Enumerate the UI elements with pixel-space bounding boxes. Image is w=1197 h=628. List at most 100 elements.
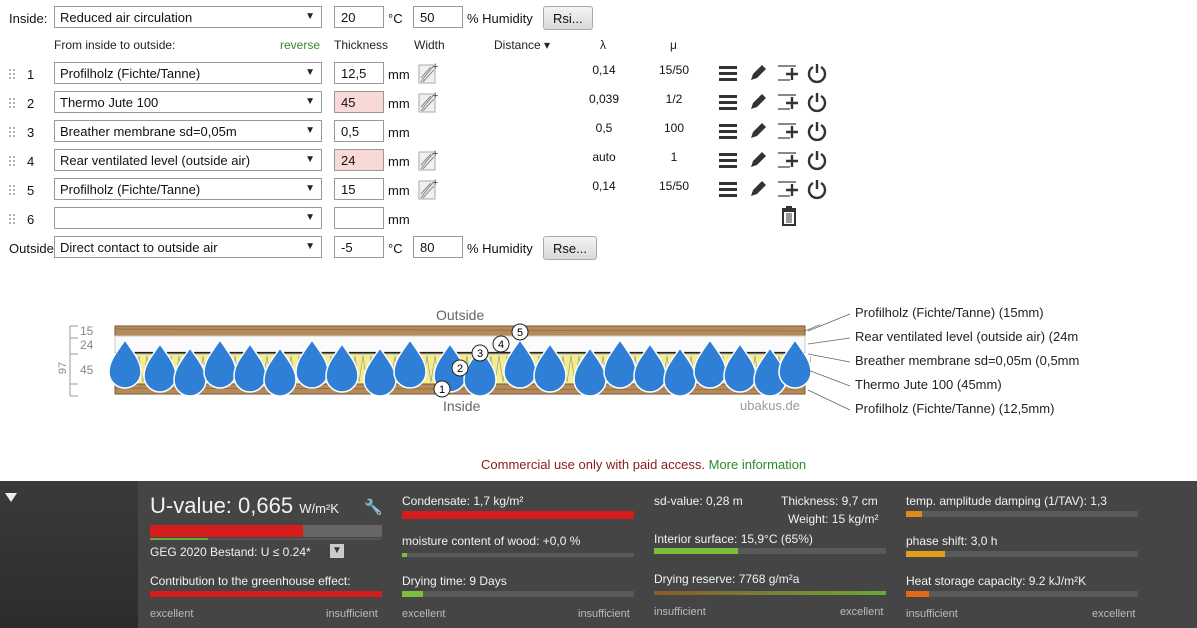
power-icon[interactable] [806,149,828,171]
layer-thickness-input[interactable]: 24 [334,149,384,171]
pencil-icon[interactable] [748,179,768,199]
diagram-inside-label: Inside [443,398,481,414]
reverse-link[interactable]: reverse [280,38,321,52]
power-icon[interactable] [806,178,828,200]
legend-item-4: Thermo Jute 100 (45mm) [855,377,1002,392]
outside-condition-select[interactable]: Direct contact to outside air ▼ [54,236,322,258]
menu-icon[interactable] [719,95,737,110]
geg-dropdown-icon[interactable]: ▼ [330,544,344,558]
layer-material-select[interactable]: Breather membrane sd=0,05m ▼ [54,120,322,142]
layer-marker [471,344,489,362]
drag-handle-icon[interactable] [8,97,16,108]
layer-mu: 100 [663,121,685,135]
outside-humidity-unit: % Humidity [467,241,533,256]
drag-handle-icon[interactable] [8,155,16,166]
inside-condition-select[interactable]: Reduced air circulation ▼ [54,6,322,28]
moisture-drop [325,342,359,393]
rsi-button[interactable]: Rsi... [543,6,593,30]
moisture-drop [693,338,727,389]
from-inside-header: From inside to outside: [54,38,176,52]
layer-number: 3 [27,125,35,140]
layer-number: 4 [27,154,35,169]
chevron-down-icon: ▼ [305,183,315,194]
layer-number: 2 [27,96,35,111]
power-icon[interactable] [806,91,828,113]
layer-thickness-input[interactable]: 15 [334,178,384,200]
inside-label: Inside: [9,11,48,26]
layer-number: 6 [27,212,35,227]
layer-lambda: 0,039 [588,92,620,106]
insert-layer-icon[interactable] [777,62,801,84]
layer-material-select[interactable]: Thermo Jute 100 ▼ [54,91,322,113]
heat-storage: Heat storage capacity: 9.2 kJ/m²K [906,574,1087,588]
power-icon[interactable] [806,120,828,142]
drag-handle-icon[interactable] [8,213,16,224]
power-icon[interactable] [806,62,828,84]
menu-icon[interactable] [719,66,737,81]
drag-handle-icon[interactable] [8,68,16,79]
moisture-drop [143,342,177,393]
insert-layer-icon[interactable] [777,120,801,142]
layer-thickness-input[interactable] [334,207,384,229]
wrench-icon[interactable]: 🔧 [364,499,383,516]
layer-lambda: 0,14 [592,179,616,193]
pencil-icon[interactable] [748,121,768,141]
distance-header[interactable]: Distance ▾ [494,38,551,52]
condensate: Condensate: 1,7 kg/m² [402,494,524,508]
weight-value: Weight: 15 kg/m² [788,512,879,526]
legend-item-2: Rear ventilated level (outside air) (24m [855,329,1079,344]
collapse-triangle-icon[interactable] [5,493,17,502]
wood-grain-add-icon[interactable]: + [418,90,440,114]
insert-layer-icon[interactable] [777,149,801,171]
menu-icon[interactable] [719,182,737,197]
pencil-icon[interactable] [748,150,768,170]
legend-leaders [807,313,851,411]
rse-button[interactable]: Rse... [543,236,597,260]
legend-item-5: Profilholz (Fichte/Tanne) (12,5mm) [855,401,1055,416]
pencil-icon[interactable] [748,63,768,83]
inside-temp-input[interactable]: 20 [334,6,384,28]
wood-grain-add-icon[interactable]: + [418,61,440,85]
layer-material-select[interactable]: Profilholz (Fichte/Tanne) ▼ [54,178,322,200]
legend-item-3: Breather membrane sd=0,05m (0,5mm [855,353,1080,368]
dim-45: 45 [80,363,94,377]
layer-material-select[interactable]: Profilholz (Fichte/Tanne) ▼ [54,62,322,84]
layer-thickness-input[interactable]: 45 [334,91,384,113]
width-header: Width [414,38,445,52]
outside-temp-input[interactable]: -5 [334,236,384,258]
chevron-down-icon: ▼ [305,154,315,165]
layer-marker-label: 2 [457,363,463,375]
more-information-link[interactable]: More information [708,457,807,472]
menu-icon[interactable] [719,124,737,139]
dim-24: 24 [80,338,94,352]
outside-label: Outside [9,241,54,256]
phase-shift-bar [906,551,1138,557]
drying-reserve-bar [654,591,886,595]
diagram-outside-label: Outside [436,307,485,323]
layer-marker [511,323,529,341]
u-value: U-value: 0,665 W/m²K [150,493,339,518]
layer-marker [451,359,469,377]
drag-handle-icon[interactable] [8,126,16,137]
layer-thickness-input[interactable]: 12,5 [334,62,384,84]
wood-grain-add-icon[interactable]: + [418,177,440,201]
insert-layer-icon[interactable] [777,91,801,113]
menu-icon[interactable] [719,153,737,168]
pencil-icon[interactable] [748,92,768,112]
inside-humidity-input[interactable]: 50 [413,6,463,28]
drag-handle-icon[interactable] [8,184,16,195]
layer-lambda: auto [592,150,616,164]
wood-grain-add-icon[interactable]: + [418,148,440,172]
layer-number: 1 [27,67,35,82]
moisture-drop [263,346,297,397]
layer-thickness-input[interactable]: 0,5 [334,120,384,142]
chevron-down-icon: ▼ [305,11,315,22]
insert-layer-icon[interactable] [777,178,801,200]
chevron-down-icon: ▼ [305,96,315,107]
layer-material-select[interactable]: Rear ventilated level (outside air) ▼ [54,149,322,171]
trash-icon[interactable] [780,205,798,227]
layer-material-select[interactable]: ▼ [54,207,322,229]
watermark: ubakus.de [740,398,800,413]
outside-humidity-input[interactable]: 80 [413,236,463,258]
